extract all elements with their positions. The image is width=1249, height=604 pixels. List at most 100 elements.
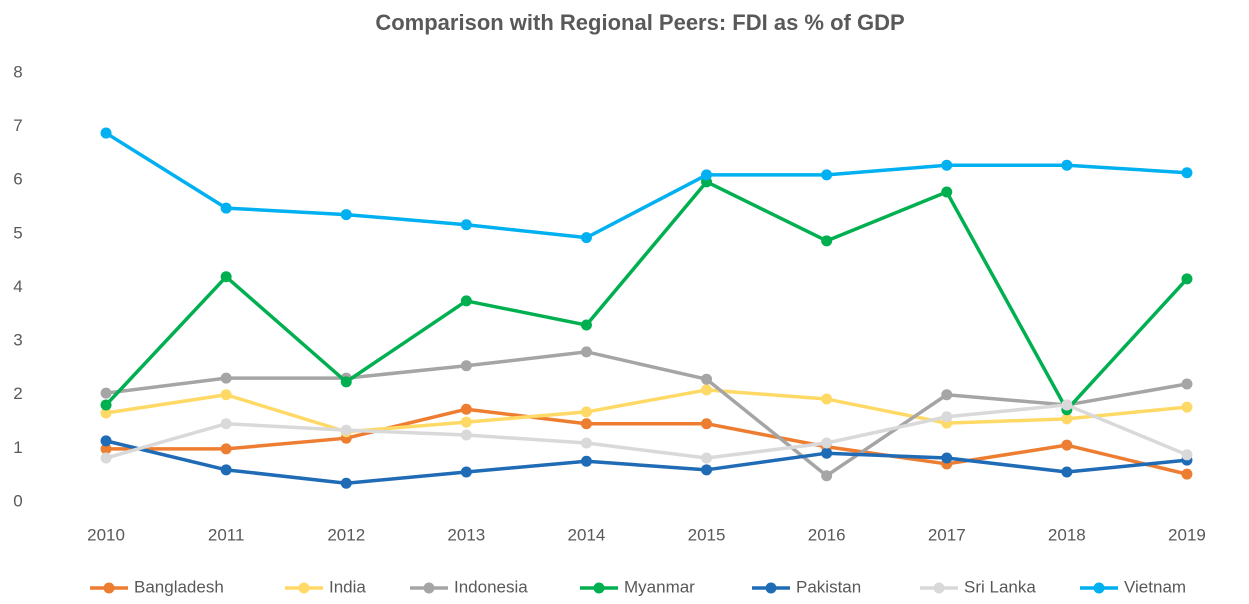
data-point — [1181, 273, 1193, 285]
data-point — [220, 443, 232, 455]
data-point — [220, 372, 232, 384]
data-point — [941, 411, 953, 423]
data-point — [701, 373, 713, 385]
data-point — [1181, 449, 1193, 461]
data-point — [701, 169, 713, 181]
series-line — [105, 350, 1188, 478]
data-point — [941, 159, 953, 171]
data-point — [100, 127, 112, 139]
legend-label: India — [329, 577, 366, 596]
data-point — [821, 470, 833, 482]
data-point — [701, 384, 713, 396]
legend-label: Indonesia — [454, 577, 528, 596]
y-tick-label: 7 — [13, 116, 22, 135]
data-point — [460, 429, 472, 441]
data-point — [100, 387, 112, 399]
x-tick-label: 2017 — [928, 525, 966, 544]
data-point — [1061, 413, 1073, 425]
data-point — [340, 376, 352, 388]
legend-label: Vietnam — [1124, 577, 1186, 596]
data-point — [1181, 468, 1193, 480]
data-point — [1181, 167, 1193, 179]
x-tick-label: 2018 — [1048, 525, 1086, 544]
chart-title: Comparison with Regional Peers: FDI as %… — [375, 10, 904, 35]
data-point — [1061, 439, 1073, 451]
y-tick-label: 4 — [13, 277, 22, 296]
data-point — [580, 346, 592, 358]
data-point — [580, 406, 592, 418]
data-point — [460, 295, 472, 307]
data-point — [821, 393, 833, 405]
y-tick-label: 3 — [13, 331, 22, 350]
legend-label: Myanmar — [624, 577, 695, 596]
data-point — [1061, 466, 1073, 478]
data-point — [701, 464, 713, 476]
data-point — [1061, 159, 1073, 171]
data-point — [460, 403, 472, 415]
y-tick-label: 0 — [13, 491, 22, 510]
x-tick-label: 2010 — [87, 525, 125, 544]
legend-marker — [103, 582, 115, 594]
legend-marker — [593, 582, 605, 594]
data-point — [1061, 399, 1073, 411]
data-point — [821, 235, 833, 247]
data-point — [701, 452, 713, 464]
x-tick-label: 2013 — [447, 525, 485, 544]
data-point — [1181, 401, 1193, 413]
x-tick-label: 2014 — [568, 525, 606, 544]
data-point — [100, 452, 112, 464]
series-line — [106, 407, 1188, 476]
series-line — [105, 439, 1188, 485]
data-point — [340, 477, 352, 489]
data-point — [100, 399, 112, 411]
data-point — [220, 464, 232, 476]
data-point — [100, 407, 112, 419]
data-point — [220, 202, 232, 214]
legend-marker — [933, 582, 945, 594]
data-point — [821, 437, 833, 449]
data-point — [580, 418, 592, 430]
data-point — [580, 455, 592, 467]
legend-marker — [1093, 582, 1105, 594]
legend-label: Sri Lanka — [964, 577, 1036, 596]
x-tick-label: 2016 — [808, 525, 846, 544]
x-tick-label: 2012 — [327, 525, 365, 544]
y-tick-label: 5 — [13, 223, 22, 242]
y-tick-label: 2 — [13, 384, 22, 403]
data-point — [701, 418, 713, 430]
data-point — [100, 435, 112, 447]
series-line — [105, 403, 1188, 460]
data-point — [100, 443, 112, 455]
x-tick-label: 2019 — [1168, 525, 1206, 544]
data-point — [220, 389, 232, 401]
data-point — [1181, 378, 1193, 390]
data-point — [941, 389, 953, 401]
series-line — [105, 131, 1188, 240]
legend-marker — [765, 582, 777, 594]
data-point — [220, 271, 232, 283]
data-point — [460, 416, 472, 428]
data-point — [340, 424, 352, 436]
data-point — [340, 209, 352, 221]
x-tick-label: 2011 — [208, 525, 245, 544]
data-point — [460, 466, 472, 478]
data-point — [580, 319, 592, 331]
x-tick-label: 2015 — [688, 525, 726, 544]
data-point — [941, 452, 953, 464]
legend-marker — [298, 582, 310, 594]
data-point — [821, 169, 833, 181]
y-tick-label: 8 — [13, 62, 22, 81]
data-point — [821, 447, 833, 459]
data-point — [580, 232, 592, 244]
y-tick-label: 6 — [13, 170, 22, 189]
data-point — [220, 418, 232, 430]
legend-label: Bangladesh — [134, 577, 224, 596]
data-point — [941, 186, 953, 198]
data-point — [580, 437, 592, 449]
series-line — [104, 180, 1189, 412]
data-point — [460, 219, 472, 231]
data-point — [460, 360, 472, 372]
legend-marker — [423, 582, 435, 594]
y-tick-label: 1 — [13, 438, 22, 457]
